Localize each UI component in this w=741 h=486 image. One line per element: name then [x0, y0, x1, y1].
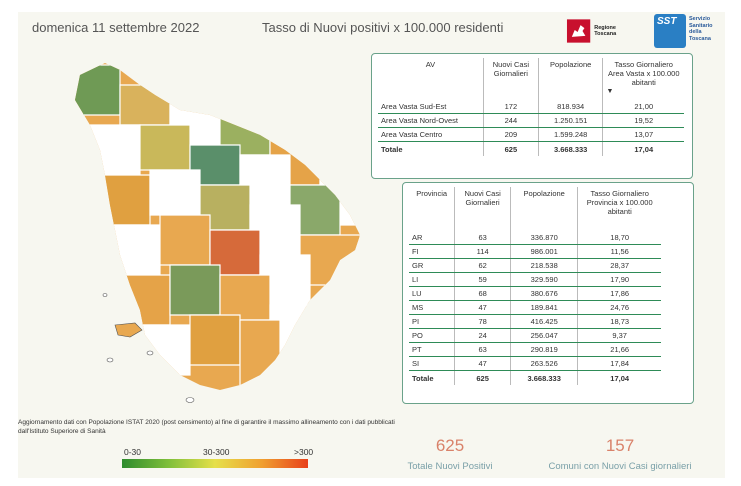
area-vasta-table: AV Nuovi Casi Giornalieri Popolazione Ta…: [378, 58, 684, 156]
table-total-row: Totale 625 3.668.333 17,04: [378, 141, 684, 156]
table-row: Area Vasta Centro 209 1.599.248 13,07: [378, 127, 684, 142]
data-update-note: Aggiornamento dati con Popolazione ISTAT…: [18, 419, 395, 435]
table-row: GR 62 218.538 28,37: [409, 258, 661, 273]
table-row: Area Vasta Sud-Est 172 818.934 21,00: [378, 100, 684, 114]
sst-mark: SST: [657, 16, 677, 27]
table-row: PT 63 290.819 21,66: [409, 342, 661, 357]
table-row: Area Vasta Nord-Ovest 244 1.250.151 19,5…: [378, 113, 684, 128]
total-positives-value: 625: [435, 436, 465, 455]
table-row: FI 114 986.001 11,56: [409, 244, 661, 259]
page-title: Tasso di Nuovi positivi x 100.000 reside…: [262, 20, 504, 35]
table-row: SI 47 263.526 17,84: [409, 356, 661, 371]
area-vasta-table-panel: AV Nuovi Casi Giornalieri Popolazione Ta…: [371, 53, 693, 179]
color-scale-bar: [122, 459, 308, 468]
table-total-row: Totale 625 3.668.333 17,04: [409, 370, 661, 385]
report-date: domenica 11 settembre 2022: [32, 20, 200, 35]
pegasus-icon: [566, 19, 591, 43]
sort-arrow-icon[interactable]: ▼: [606, 88, 614, 95]
table-row: PI 78 416.425 18,73: [409, 314, 661, 329]
municipalities-label: Comuni con Nuovi Casi giornalieri: [548, 461, 692, 472]
table-row: PO 24 256.047 9,37: [409, 328, 661, 343]
table-row: MS 47 189.841 24,76: [409, 300, 661, 315]
tuscany-map: [75, 63, 360, 403]
table-row: LI 59 329.590 17,90: [409, 272, 661, 287]
sst-logo: SST Servizio Sanitario della Toscana: [654, 14, 722, 50]
provincia-table-panel: Provincia Nuovi Casi Giornalieri Popolaz…: [402, 182, 694, 404]
regione-label: Regione Toscana: [594, 25, 617, 37]
table-row: LU 68 380.676 17,86: [409, 286, 661, 301]
legend-high-label: >300: [294, 447, 314, 457]
municipalities-value: 157: [605, 436, 635, 455]
provincia-table: Provincia Nuovi Casi Giornalieri Popolaz…: [409, 187, 661, 385]
total-positives-label: Totale Nuovi Positivi: [407, 461, 493, 472]
legend-mid-label: 30-300: [203, 447, 230, 457]
regione-toscana-logo: Regione Toscana: [566, 18, 638, 44]
table-row: AR 63 336.870 18,70: [409, 231, 661, 245]
legend-low-label: 0-30: [124, 447, 142, 457]
